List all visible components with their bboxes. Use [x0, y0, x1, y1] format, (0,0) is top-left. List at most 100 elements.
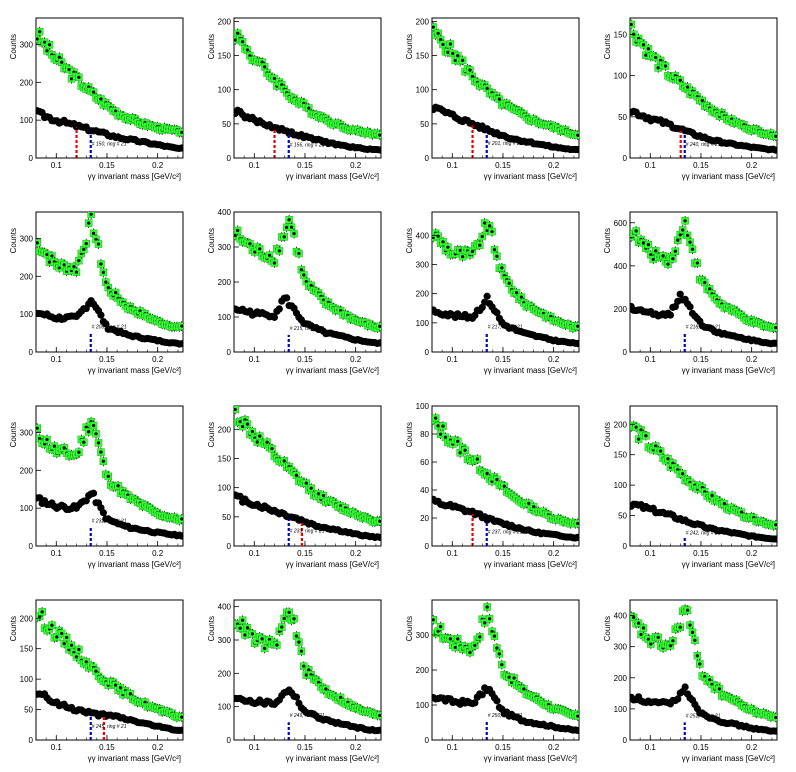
- y-tick-label: 0: [227, 348, 232, 357]
- green-center: [681, 472, 685, 476]
- annotation-label: # 249, ring # 21: [290, 713, 325, 719]
- green-center: [67, 67, 71, 72]
- green-center: [698, 662, 702, 666]
- green-center: [671, 639, 675, 643]
- x-tick-label: 0.2: [746, 549, 758, 558]
- green-center: [438, 432, 443, 436]
- green-center: [275, 643, 279, 647]
- x-tick-label: 0.2: [350, 549, 362, 558]
- black-marker: [270, 313, 279, 321]
- y-tick-label: 150: [614, 30, 628, 39]
- y-tick-label: 0: [425, 348, 430, 357]
- x-tick-label: 0.2: [548, 161, 560, 170]
- chart-panel: # 251, ring # 21 0 100 200 300 400 0.1 0.15 0.2 γ…: [603, 599, 778, 763]
- green-center: [96, 441, 101, 445]
- green-center: [287, 218, 291, 222]
- y-tick-label: 60: [420, 458, 429, 467]
- y-tick-label: 100: [20, 310, 34, 319]
- x-tick-label: 0.1: [51, 549, 63, 558]
- green-center: [240, 40, 245, 44]
- green-center: [282, 459, 286, 463]
- green-center: [708, 287, 712, 291]
- y-tick-label: 0: [29, 154, 34, 163]
- x-tick-label: 0.1: [249, 161, 261, 170]
- green-center: [338, 695, 343, 699]
- green-center: [646, 47, 650, 51]
- x-tick-label: 0.15: [297, 549, 313, 558]
- green-center: [297, 251, 301, 256]
- green-center: [245, 422, 250, 426]
- green-center: [287, 610, 291, 614]
- y-tick-label: 300: [614, 643, 628, 652]
- x-axis-label: γγ invariant mass [GeV/c²]: [484, 560, 577, 569]
- data-layer: # 208, ring # 21: [36, 212, 183, 352]
- y-tick-label: 300: [20, 428, 34, 437]
- y-axis-label: Counts: [207, 228, 216, 253]
- green-center: [180, 517, 183, 521]
- x-tick-label: 0.15: [297, 355, 313, 364]
- x-axis-label: γγ invariant mass [GeV/c²]: [88, 560, 181, 569]
- green-center: [659, 449, 663, 453]
- green-center: [104, 280, 108, 284]
- green-center: [656, 635, 660, 639]
- green-center: [253, 250, 257, 254]
- black-marker: [102, 320, 110, 328]
- black-marker: [376, 146, 381, 154]
- green-center: [292, 232, 296, 236]
- black-marker: [772, 146, 777, 154]
- x-tick-label: 0.2: [350, 355, 362, 364]
- green-center: [96, 242, 101, 246]
- x-axis-label: γγ invariant mass [GeV/c²]: [682, 560, 775, 569]
- black-marker: [99, 509, 107, 517]
- y-tick-label: 200: [416, 17, 430, 26]
- y-tick-label: 100: [614, 705, 628, 714]
- x-tick-label: 0.1: [645, 549, 657, 558]
- chart-panel: # 250, ring # 21 0 100 200 300 0.1 0.15 0.2 γγ i…: [405, 599, 580, 763]
- green-center: [77, 647, 81, 652]
- y-tick-label: 200: [416, 666, 430, 675]
- green-center: [42, 40, 47, 44]
- black-marker: [178, 144, 183, 152]
- x-tick-label: 0.1: [645, 161, 657, 170]
- chart-panel: # 156, ring # 21 0 50 100 150 200 0.1 0.15 0.2 γγ…: [207, 17, 382, 181]
- green-center: [69, 643, 74, 647]
- x-tick-label: 0.15: [99, 161, 115, 170]
- y-tick-label: 50: [222, 513, 231, 522]
- green-center: [668, 644, 673, 648]
- black-marker: [681, 683, 689, 691]
- y-axis-label: Counts: [9, 34, 18, 59]
- x-tick-label: 0.1: [51, 161, 63, 170]
- chart-panel: # 245, ring # 21 0 50 100 150 200 0.1 0.15 0.2 γγ…: [9, 599, 184, 763]
- annotation-label: # 237, ring # 21: [488, 530, 523, 536]
- black-marker: [283, 294, 291, 302]
- green-center: [453, 645, 457, 650]
- y-tick-label: 200: [20, 272, 34, 281]
- green-center: [470, 249, 475, 254]
- black-marker: [89, 489, 98, 497]
- y-tick-label: 100: [614, 481, 628, 490]
- green-center: [74, 270, 79, 274]
- green-center: [324, 687, 328, 691]
- y-axis-label: Counts: [405, 34, 414, 59]
- y-tick-label: 0: [425, 736, 430, 745]
- green-center: [114, 683, 118, 687]
- y-axis-label: Counts: [603, 228, 612, 253]
- y-tick-label: 200: [416, 290, 430, 299]
- y-tick-label: 0: [623, 736, 628, 745]
- x-tick-label: 0.2: [548, 549, 560, 558]
- green-center: [180, 130, 183, 134]
- y-tick-label: 150: [218, 455, 232, 464]
- green-center: [432, 618, 435, 622]
- x-tick-label: 0.1: [447, 743, 459, 752]
- green-center: [55, 635, 59, 639]
- green-center: [722, 502, 726, 506]
- y-tick-label: 100: [20, 504, 34, 513]
- y-tick-label: 400: [218, 208, 232, 217]
- y-tick-label: 20: [420, 514, 429, 523]
- green-center: [45, 252, 49, 257]
- data-layer: # 237, ring # 21: [432, 413, 579, 546]
- green-center: [630, 22, 633, 27]
- green-center: [285, 225, 289, 229]
- x-tick-label: 0.15: [693, 743, 709, 752]
